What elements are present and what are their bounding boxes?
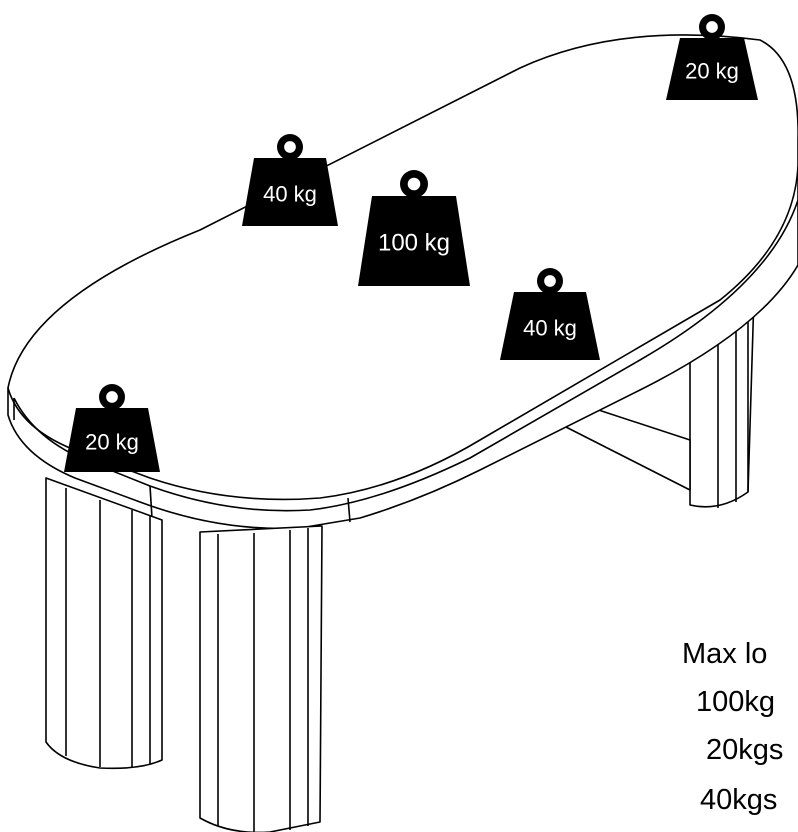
weight-handle-hole bbox=[407, 177, 421, 191]
legend-line-100kg: 100kg bbox=[696, 686, 776, 718]
weight-label: 100 kg bbox=[378, 230, 450, 257]
legend-line-40kgs: 40kgs bbox=[700, 784, 778, 816]
weight-handle-hole bbox=[544, 275, 556, 287]
weight-body bbox=[64, 408, 160, 472]
weight-w40-left: 40 kg bbox=[242, 134, 338, 226]
weight-body bbox=[500, 292, 600, 360]
weight-handle-hole bbox=[284, 141, 296, 153]
weight-w20-back: 20 kg bbox=[666, 14, 758, 100]
weight-label: 20 kg bbox=[85, 430, 139, 455]
weight-w100-center: 100 kg bbox=[358, 170, 470, 286]
weight-w40-right: 40 kg bbox=[500, 268, 600, 360]
weight-w20-front: 20 kg bbox=[64, 384, 160, 472]
legend-line-20kgs: 20kgs bbox=[706, 734, 784, 766]
weight-body bbox=[242, 158, 338, 226]
leg-front-right bbox=[199, 525, 323, 832]
weight-handle-hole bbox=[706, 21, 718, 33]
legend-title: Max lo bbox=[682, 638, 768, 670]
leg-front-left bbox=[45, 477, 163, 770]
weight-body bbox=[666, 38, 758, 100]
weight-label: 20 kg bbox=[685, 59, 739, 84]
weight-body bbox=[358, 196, 470, 286]
weight-label: 40 kg bbox=[263, 182, 317, 207]
weight-handle-hole bbox=[106, 391, 118, 403]
weight-label: 40 kg bbox=[523, 316, 577, 341]
